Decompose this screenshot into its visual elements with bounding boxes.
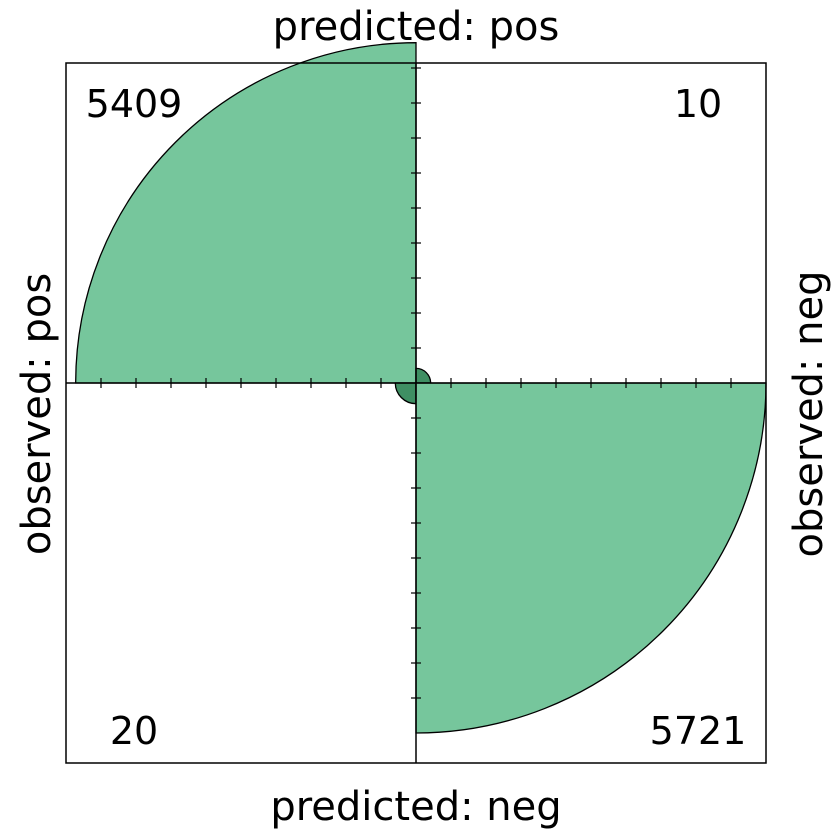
sector-bottom-right <box>415 382 767 734</box>
bottom-title: predicted: neg <box>270 784 561 830</box>
count-labels: 5409 10 20 5721 <box>86 82 747 753</box>
sector-top-right <box>415 367 432 384</box>
top-title: predicted: pos <box>273 4 560 50</box>
right-title: observed: neg <box>786 271 832 558</box>
left-title: observed: pos <box>14 273 60 555</box>
sector-bottom-left <box>394 382 417 405</box>
count-label-bottom-right: 5721 <box>650 709 747 753</box>
count-label-top-right: 10 <box>674 82 722 126</box>
sector-layer <box>75 42 767 734</box>
count-label-top-left: 5409 <box>86 82 183 126</box>
count-label-bottom-left: 20 <box>110 709 158 753</box>
sector-top-left <box>75 42 417 384</box>
